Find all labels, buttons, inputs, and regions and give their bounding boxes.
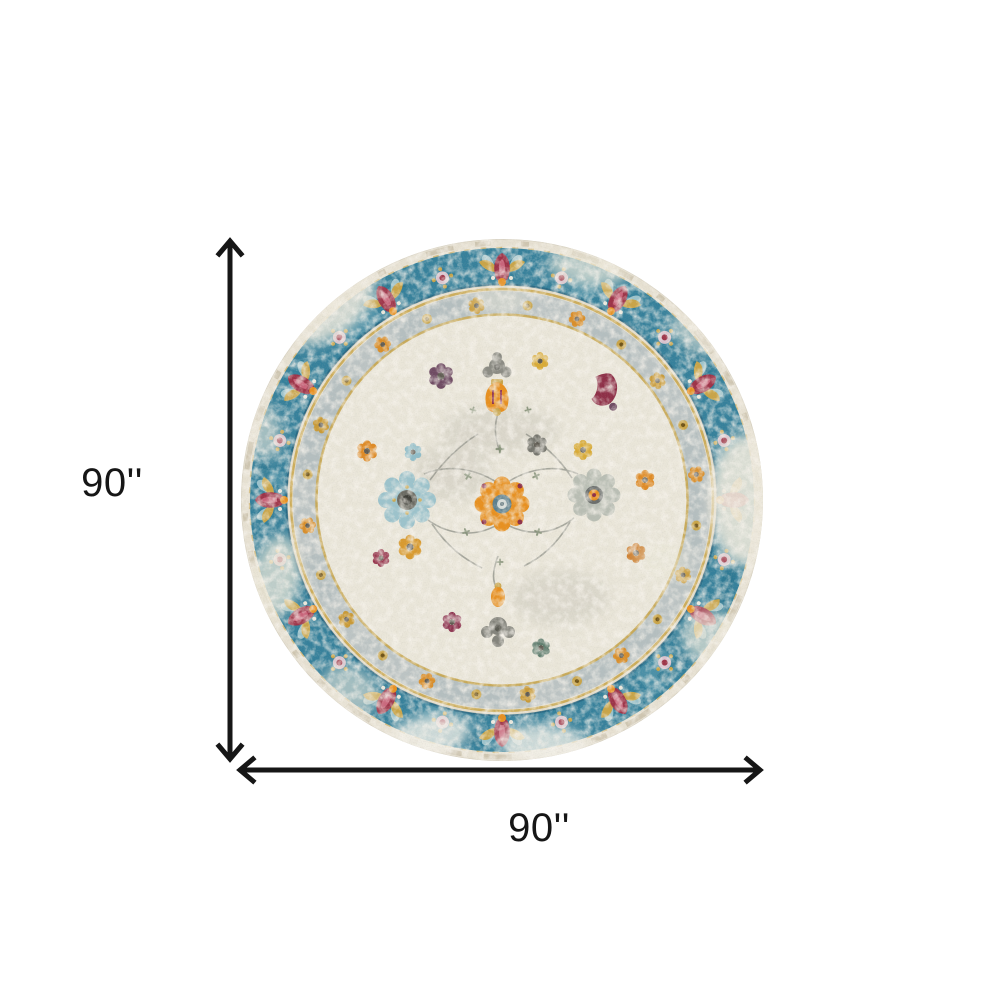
height-dimension-label: 90'' [81,461,143,505]
width-arrow-head-left-icon [236,755,257,785]
height-dimension-arrow [215,237,245,763]
width-arrow-head-right-icon [743,755,764,785]
width-dimension-label: 90'' [508,806,570,850]
width-dimension-arrow [236,755,764,785]
rug-image [241,239,763,761]
height-arrow-head-down-icon [215,742,245,763]
height-arrow-head-up-icon [215,237,245,258]
rug-grain-texture [241,239,763,761]
